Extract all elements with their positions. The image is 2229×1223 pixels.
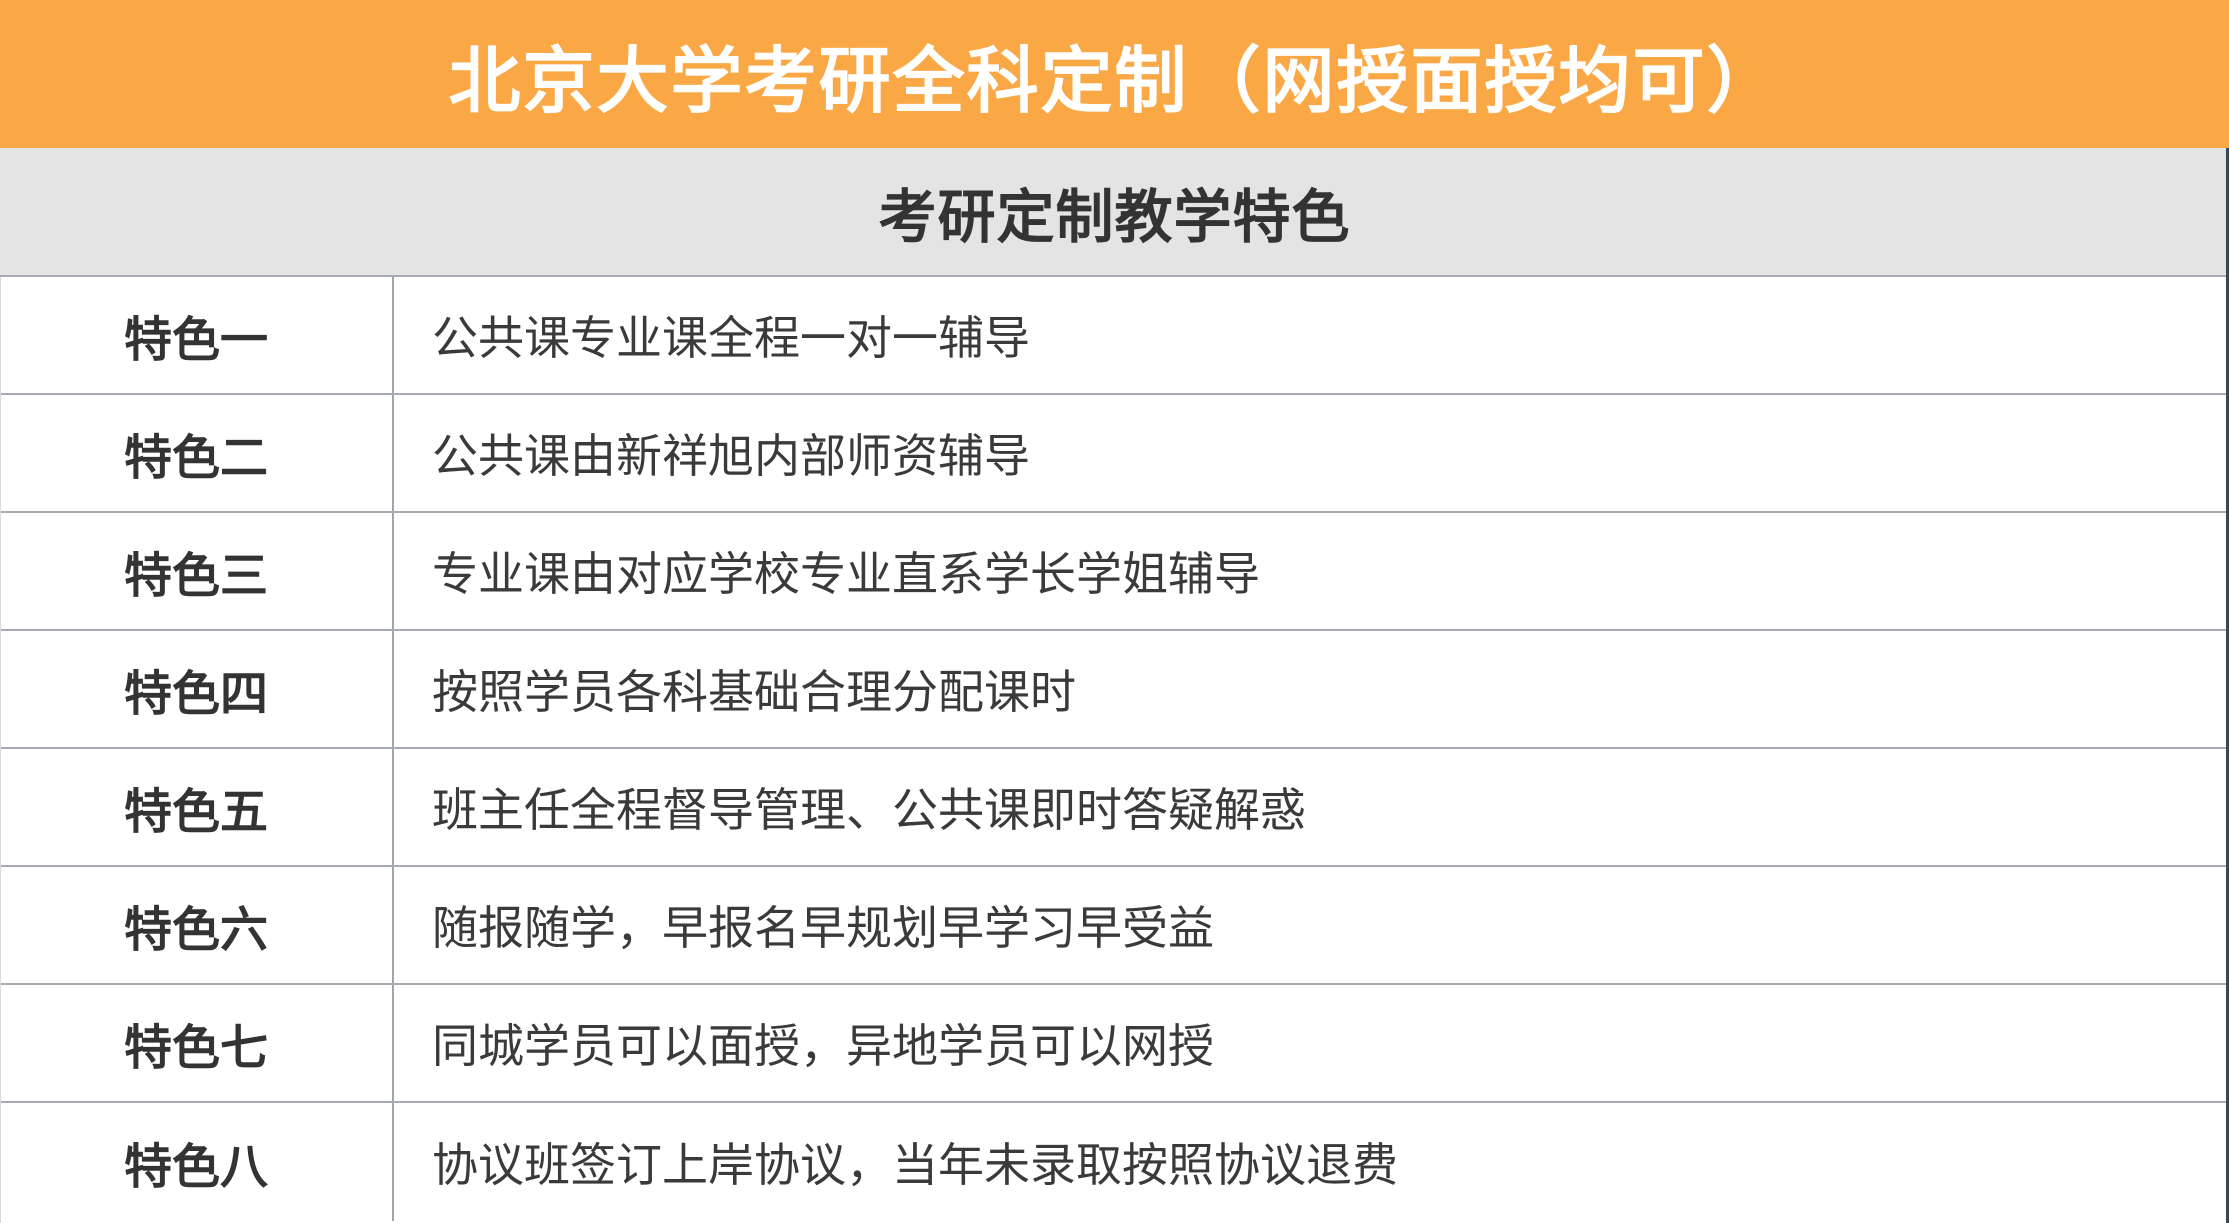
section-subtitle: 考研定制教学特色 [878, 184, 1351, 250]
feature-description: 按照学员各科基础合理分配课时 [432, 666, 1076, 718]
table-row: 特色七 同城学员可以面授，异地学员可以网授 [0, 985, 2229, 1103]
table-row: 特色三 专业课由对应学校专业直系学长学姐辅导 [0, 513, 2229, 631]
feature-label: 特色六 [0, 867, 394, 983]
feature-label: 特色二 [0, 395, 394, 511]
feature-label: 特色五 [0, 749, 394, 865]
feature-description: 公共课由新祥旭内部师资辅导 [432, 430, 1030, 482]
feature-description: 公共课专业课全程一对一辅导 [432, 312, 1030, 364]
table-row: 特色五 班主任全程督导管理、公共课即时答疑解惑 [0, 749, 2229, 867]
feature-description: 专业课由对应学校专业直系学长学姐辅导 [432, 548, 1260, 600]
table-row: 特色四 按照学员各科基础合理分配课时 [0, 631, 2229, 749]
feature-label: 特色三 [0, 513, 394, 629]
feature-description: 协议班签订上岸协议，当年未录取按照协议退费 [432, 1139, 1398, 1191]
feature-label: 特色一 [0, 277, 394, 393]
feature-rows: 特色一 公共课专业课全程一对一辅导 特色二 公共课由新祥旭内部师资辅导 特色三 … [0, 277, 2229, 1221]
feature-label: 特色四 [0, 631, 394, 747]
feature-description: 班主任全程督导管理、公共课即时答疑解惑 [432, 784, 1306, 836]
table-row: 特色八 协议班签订上岸协议，当年未录取按照协议退费 [0, 1103, 2229, 1221]
left-edge-line [0, 277, 1, 1223]
feature-label: 特色八 [0, 1103, 394, 1221]
course-title: 北京大学考研全科定制（网授面授均可） [448, 41, 1781, 122]
course-title-banner: 北京大学考研全科定制（网授面授均可） [0, 0, 2229, 148]
section-header: 考研定制教学特色 [0, 148, 2229, 277]
feature-description: 同城学员可以面授，异地学员可以网授 [432, 1020, 1214, 1072]
table-row: 特色六 随报随学，早报名早规划早学习早受益 [0, 867, 2229, 985]
right-edge-strip [2226, 148, 2229, 1223]
table-row: 特色一 公共课专业课全程一对一辅导 [0, 277, 2229, 395]
table-row: 特色二 公共课由新祥旭内部师资辅导 [0, 395, 2229, 513]
feature-description: 随报随学，早报名早规划早学习早受益 [432, 902, 1214, 954]
feature-label: 特色七 [0, 985, 394, 1101]
